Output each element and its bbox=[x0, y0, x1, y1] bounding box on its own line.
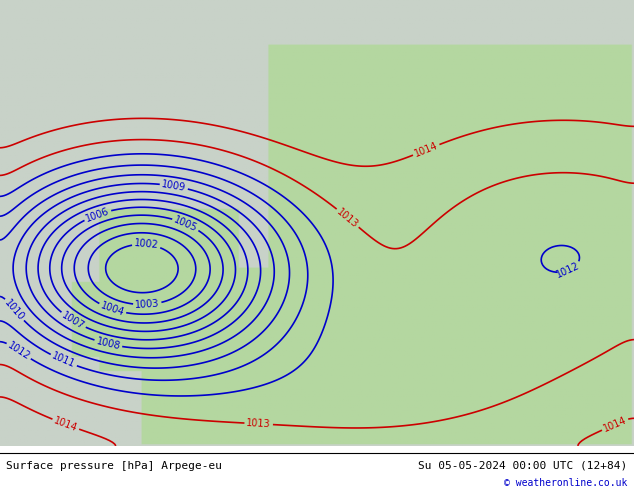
Text: 1005: 1005 bbox=[172, 214, 199, 233]
Text: 1002: 1002 bbox=[134, 239, 159, 251]
Text: 1011: 1011 bbox=[50, 351, 77, 370]
Text: © weatheronline.co.uk: © weatheronline.co.uk bbox=[504, 478, 628, 489]
Text: 1009: 1009 bbox=[161, 179, 187, 193]
Text: Surface pressure [hPa] Arpege-eu: Surface pressure [hPa] Arpege-eu bbox=[6, 461, 223, 471]
Text: 1003: 1003 bbox=[135, 299, 160, 310]
Text: 1010: 1010 bbox=[3, 297, 27, 322]
Text: 1014: 1014 bbox=[53, 416, 79, 433]
Text: 1004: 1004 bbox=[99, 300, 126, 318]
Text: 1007: 1007 bbox=[60, 310, 86, 331]
Text: 1014: 1014 bbox=[413, 141, 439, 159]
Text: 1014: 1014 bbox=[602, 415, 628, 434]
Text: 1012: 1012 bbox=[6, 340, 32, 362]
Text: 1013: 1013 bbox=[335, 206, 360, 230]
Text: 1008: 1008 bbox=[95, 336, 121, 351]
Text: 1006: 1006 bbox=[84, 206, 111, 223]
Text: Su 05-05-2024 00:00 UTC (12+84): Su 05-05-2024 00:00 UTC (12+84) bbox=[418, 461, 628, 471]
Text: 1012: 1012 bbox=[555, 261, 581, 280]
Text: 1013: 1013 bbox=[246, 418, 271, 429]
